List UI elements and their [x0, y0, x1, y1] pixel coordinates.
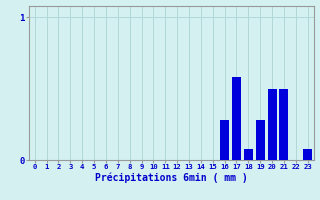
Bar — [232, 77, 241, 160]
Bar — [303, 149, 312, 160]
Bar — [220, 120, 229, 160]
Bar — [244, 149, 253, 160]
Bar — [256, 120, 265, 160]
Bar — [268, 89, 276, 160]
Bar — [279, 89, 288, 160]
X-axis label: Précipitations 6min ( mm ): Précipitations 6min ( mm ) — [95, 173, 248, 183]
